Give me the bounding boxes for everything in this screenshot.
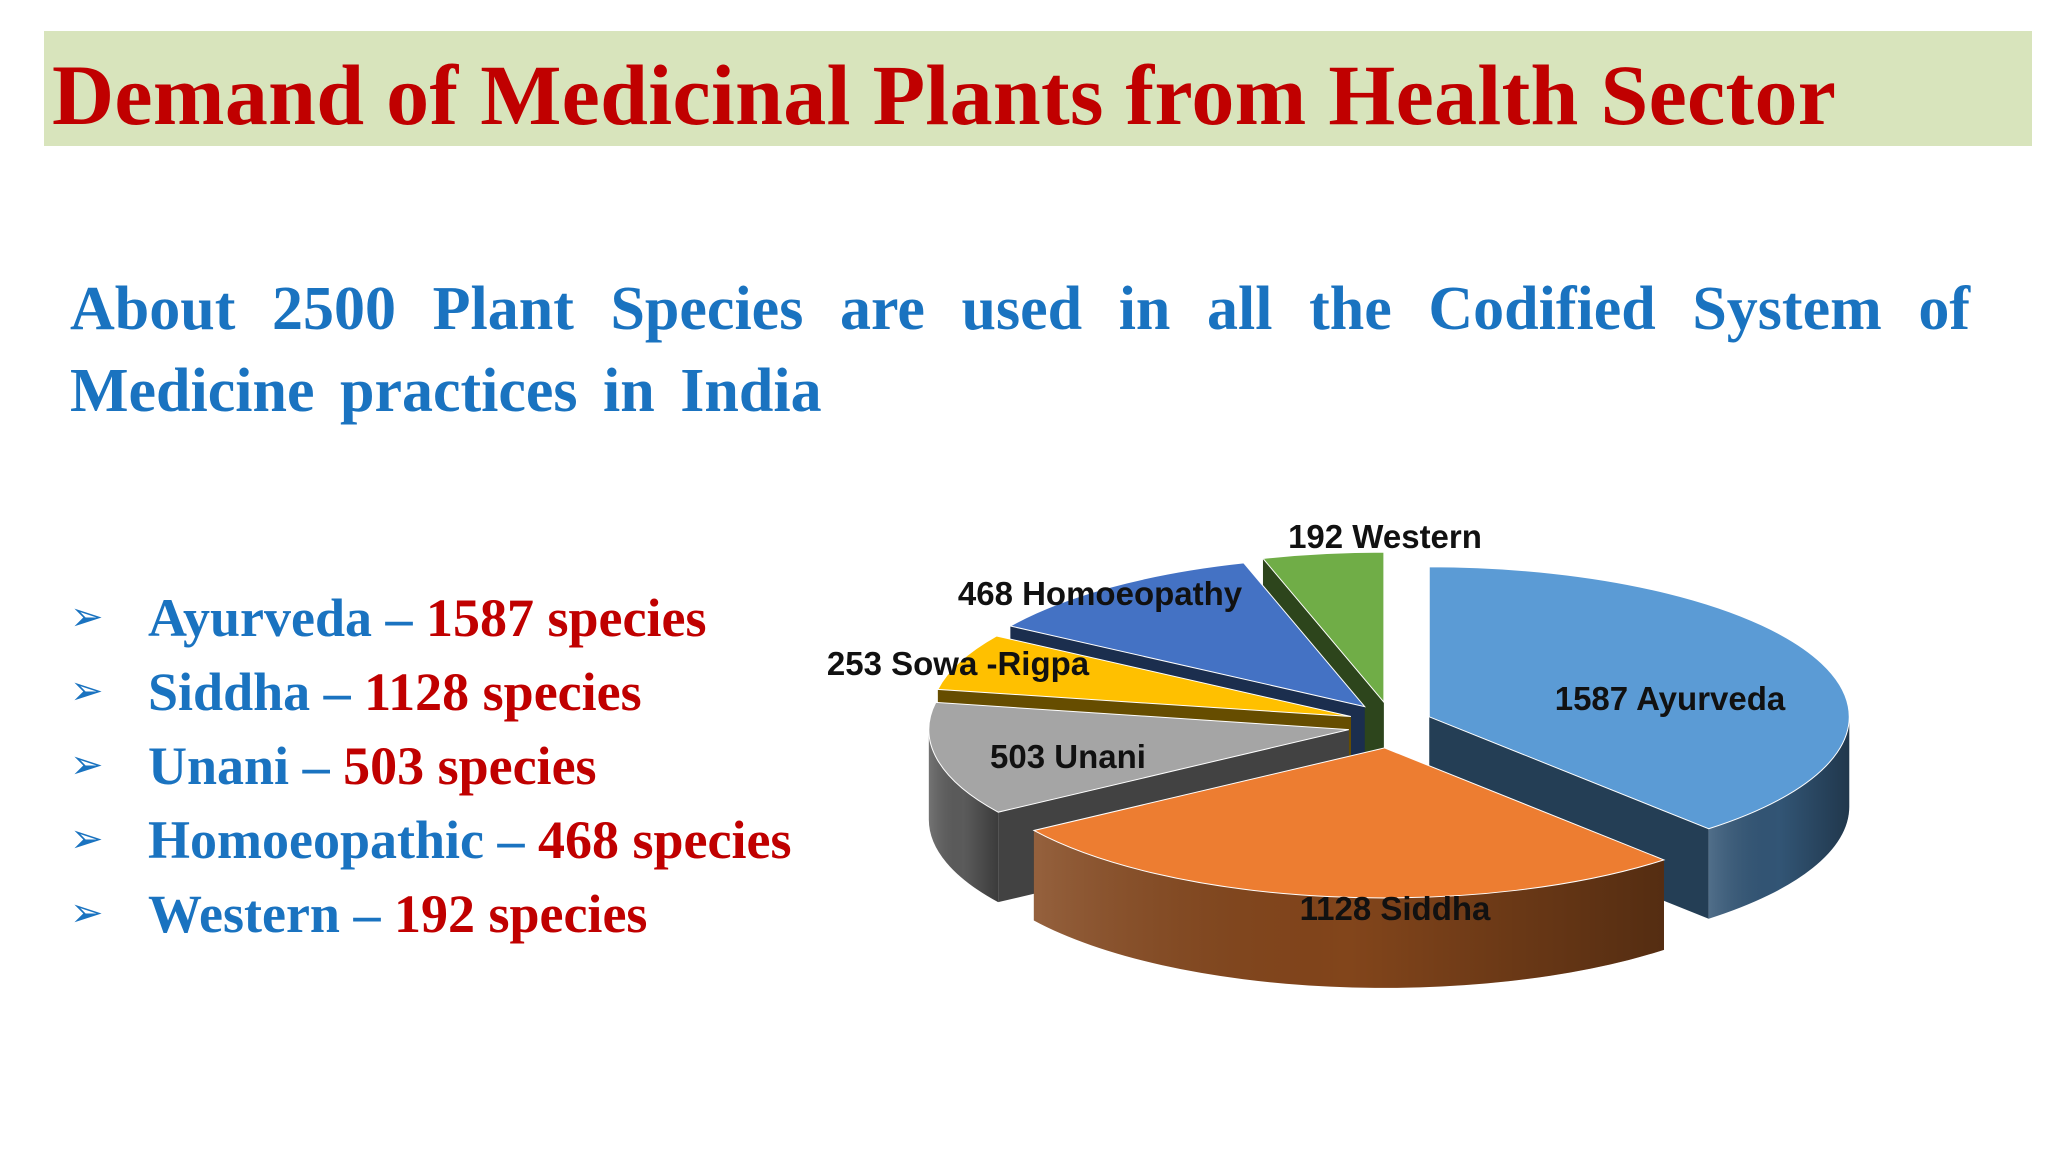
dash: – [323, 662, 351, 722]
pie-label-unani: 503 Unani [990, 738, 1146, 775]
list-item: ➢ Homoeopathic – 468 species [70, 802, 791, 876]
list-item: ➢ Ayurveda – 1587 species [70, 580, 791, 654]
pie-slice-homoeopathy [1008, 562, 1366, 708]
pie-slice-ayurveda [1428, 566, 1850, 830]
system-name: Western [148, 884, 340, 944]
pie-slice-sowa-rigpa [937, 635, 1352, 718]
pie-slice-unani [928, 701, 1349, 813]
arrow-bullet-icon: ➢ [70, 890, 104, 936]
system-name: Unani [148, 736, 290, 796]
pie-label-homoeopathy: 468 Homoeopathy [958, 575, 1243, 612]
system-name: Homoeopathic [148, 810, 484, 870]
dash: – [497, 810, 525, 870]
list-item: ➢ Unani – 503 species [70, 728, 791, 802]
species-count: 192 species [393, 884, 648, 944]
slide-title: Demand of Medicinal Plants from Health S… [52, 47, 1837, 143]
species-count: 1587 species [426, 588, 707, 648]
pie-label-sowa-rigpa: 253 Sowa -Rigpa [827, 645, 1090, 682]
dash: – [302, 736, 330, 796]
dash: – [353, 884, 381, 944]
arrow-bullet-icon: ➢ [70, 594, 104, 640]
pie-slice-western [1261, 551, 1385, 704]
slide-subtitle: About 2500 Plant Species are used in all… [70, 275, 1970, 425]
system-name: Siddha [148, 662, 311, 722]
species-count: 1128 species [364, 662, 642, 722]
arrow-bullet-icon: ➢ [70, 742, 104, 788]
system-name: Ayurveda [148, 588, 372, 648]
list-item: ➢ Western – 192 species [70, 876, 791, 950]
species-count: 468 species [537, 810, 792, 870]
dash: – [385, 588, 413, 648]
title-band [44, 31, 2032, 146]
pie-side-shade-siddha-0 [1033, 830, 1664, 988]
pie-label-ayurveda: 1587 Ayurveda [1555, 680, 1786, 717]
pie-label-siddha: 1128 Siddha [1300, 890, 1491, 927]
arrow-bullet-icon: ➢ [70, 816, 104, 862]
arrow-bullet-icon: ➢ [70, 668, 104, 714]
list-item: ➢ Siddha – 1128 species [70, 654, 791, 728]
species-count: 503 species [343, 736, 597, 796]
species-list: ➢ Ayurveda – 1587 species ➢ Siddha – 1128 … [70, 580, 791, 950]
pie-label-western: 192 Western [1288, 518, 1482, 555]
pie-side-shade-ayurveda-0 [1708, 716, 1850, 919]
pie-slice-siddha [1032, 747, 1666, 899]
